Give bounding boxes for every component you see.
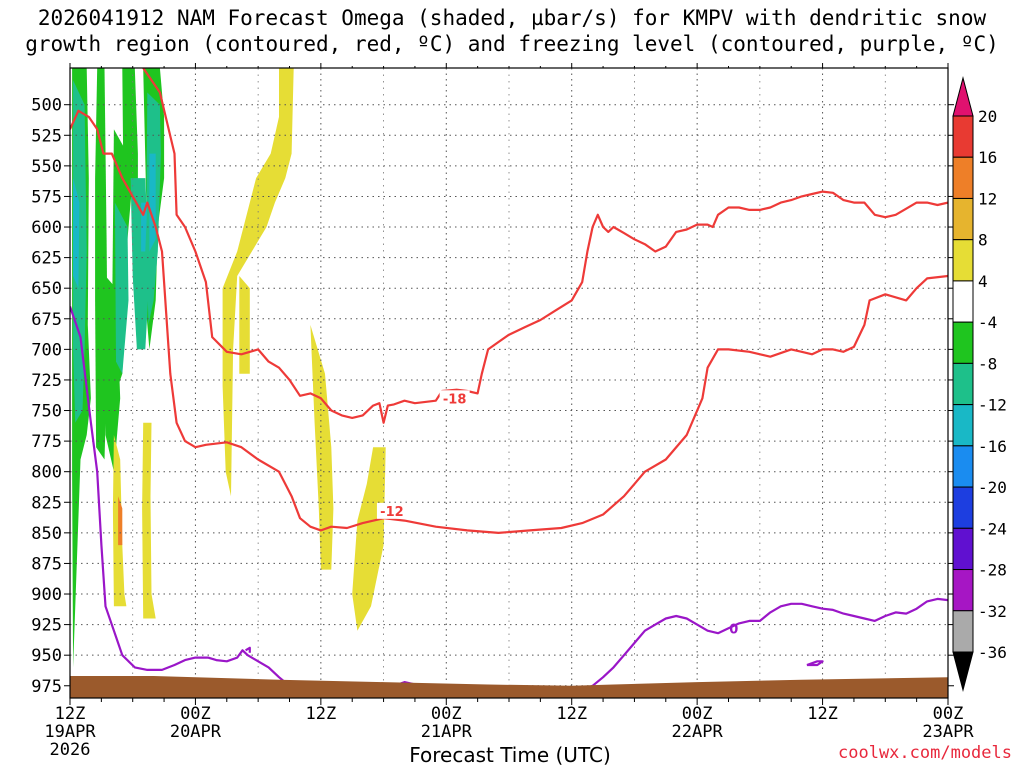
colorbar-label-10: -24: [978, 519, 1007, 538]
y-tick-label-800: 800: [31, 463, 62, 483]
y-tick-label-750: 750: [31, 402, 62, 422]
colorbar-swatch-10: [952, 527, 974, 571]
x-tick-date-60: 22APR: [672, 722, 724, 742]
omega-region-7: [114, 202, 129, 374]
omega-region-11: [149, 153, 156, 252]
colorbar-swatch-8: [952, 445, 974, 488]
colorbar-swatch-2: [952, 197, 974, 241]
x-tick-date-36: 21APR: [421, 722, 473, 742]
y-tick-label-950: 950: [31, 646, 62, 666]
dgz-contour-label-1: -18: [443, 392, 467, 407]
y-tick-label-975: 975: [31, 677, 62, 697]
colorbar-swatch-12: [952, 610, 974, 653]
plot-frame: [69, 67, 949, 699]
colorbar-label-0: 20: [978, 107, 997, 126]
omega-region-16: [352, 447, 386, 631]
colorbar-label-9: -20: [978, 478, 1007, 497]
y-tick-label-550: 550: [31, 157, 62, 177]
colorbar-label-7: -12: [978, 396, 1007, 415]
colorbar-top-arrow: [952, 76, 974, 117]
y-tick-label-825: 825: [31, 493, 62, 513]
colorbar-swatch-3: [952, 239, 974, 282]
dgz-contour-1: [142, 68, 948, 424]
colorbar-bottom-arrow: [952, 651, 974, 692]
y-tick-label-650: 650: [31, 279, 62, 299]
colorbar-label-3: 8: [978, 231, 988, 250]
colorbar-label-12: -32: [978, 602, 1007, 621]
colorbar-swatch-7: [952, 404, 974, 447]
y-tick-label-725: 725: [31, 371, 62, 391]
y-tick-label-675: 675: [31, 310, 62, 330]
colorbar-label-1: 16: [978, 148, 997, 167]
colorbar-label-6: -8: [978, 354, 997, 373]
omega-region-15: [310, 324, 334, 570]
colorbar-label-5: -4: [978, 313, 997, 332]
freezing-level-contour-label-0: 0: [729, 622, 738, 637]
colorbar-swatch-0: [952, 115, 974, 158]
y-tick-label-775: 775: [31, 432, 62, 452]
colorbar-swatch-1: [952, 156, 974, 199]
x-tick-label-36: 00Z: [431, 704, 462, 724]
omega-region-18: [142, 422, 156, 619]
colorbar-swatch-6: [952, 362, 974, 406]
colorbar-swatch-5: [952, 321, 974, 364]
x-tick-date-12: 20APR: [170, 722, 222, 742]
x-tick-label-12: 00Z: [180, 704, 211, 724]
y-tick-label-600: 600: [31, 218, 62, 238]
credit-link[interactable]: coolwx.com/models: [838, 743, 1012, 763]
colorbar-label-2: 12: [978, 189, 997, 208]
freezing-level-contour-4: [245, 646, 251, 653]
y-tick-label-575: 575: [31, 187, 62, 207]
y-tick-label-875: 875: [31, 554, 62, 574]
freezing-level-contour-3: [806, 660, 824, 667]
y-tick-label-625: 625: [31, 249, 62, 269]
x-tick-label-48: 12Z: [556, 704, 587, 724]
colorbar-swatch-9: [952, 486, 974, 529]
x-tick-label-72: 12Z: [807, 704, 838, 724]
omega-region-10: [73, 178, 80, 289]
x-tick-date-84: 23APR: [922, 722, 974, 742]
omega-region-19: [118, 496, 123, 546]
freezing-level-contour-0: [70, 306, 301, 693]
colorbar-label-8: -16: [978, 437, 1007, 456]
omega-region-13: [222, 68, 294, 497]
x-tick-year-0: 2026: [50, 740, 91, 760]
freezing-level-contour-2: [576, 597, 948, 693]
y-tick-label-850: 850: [31, 524, 62, 544]
chart-title-line-1: 2026041912 NAM Forecast Omega (shaded, µ…: [37, 6, 987, 30]
x-tick-label-84: 00Z: [933, 704, 964, 724]
y-tick-label-900: 900: [31, 585, 62, 605]
colorbar-swatch-11: [952, 569, 974, 612]
x-tick-label-24: 12Z: [305, 704, 336, 724]
x-axis-title: Forecast Time (UTC): [409, 743, 611, 767]
terrain-ground: [70, 676, 948, 698]
y-tick-label-700: 700: [31, 340, 62, 360]
colorbar-label-13: -36: [978, 643, 1007, 662]
y-tick-label-500: 500: [31, 96, 62, 116]
chart-title-line-2: growth region (contoured, red, ºC) and f…: [25, 32, 999, 56]
x-tick-date-0: 19APR: [44, 722, 96, 742]
colorbar-label-4: 4: [978, 272, 988, 291]
x-tick-label-60: 00Z: [682, 704, 713, 724]
colorbar-swatch-4: [952, 280, 974, 323]
x-tick-label-0: 12Z: [55, 704, 86, 724]
y-tick-label-925: 925: [31, 616, 62, 636]
dgz-contour-label-0: -12: [380, 505, 404, 520]
omega-region-14: [239, 276, 250, 374]
dgz-contour-0: [70, 109, 948, 535]
colorbar-label-11: -28: [978, 561, 1007, 580]
y-tick-label-525: 525: [31, 126, 62, 146]
